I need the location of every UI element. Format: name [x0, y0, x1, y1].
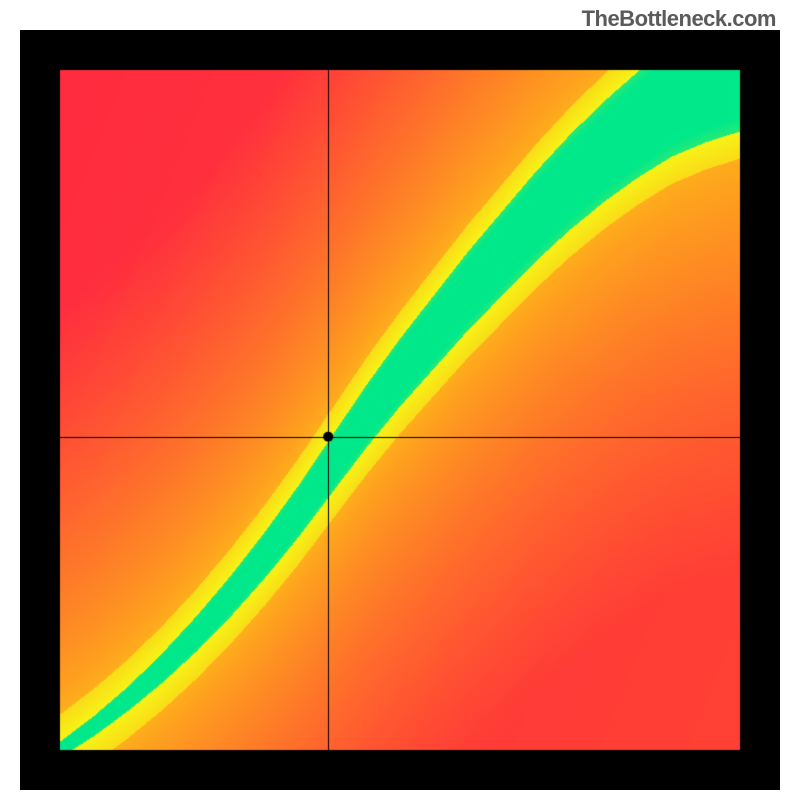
attribution-text: TheBottleneck.com: [582, 6, 776, 32]
heatmap-canvas: [20, 30, 780, 790]
heatmap-plot: [20, 30, 780, 790]
page-container: TheBottleneck.com: [0, 0, 800, 800]
